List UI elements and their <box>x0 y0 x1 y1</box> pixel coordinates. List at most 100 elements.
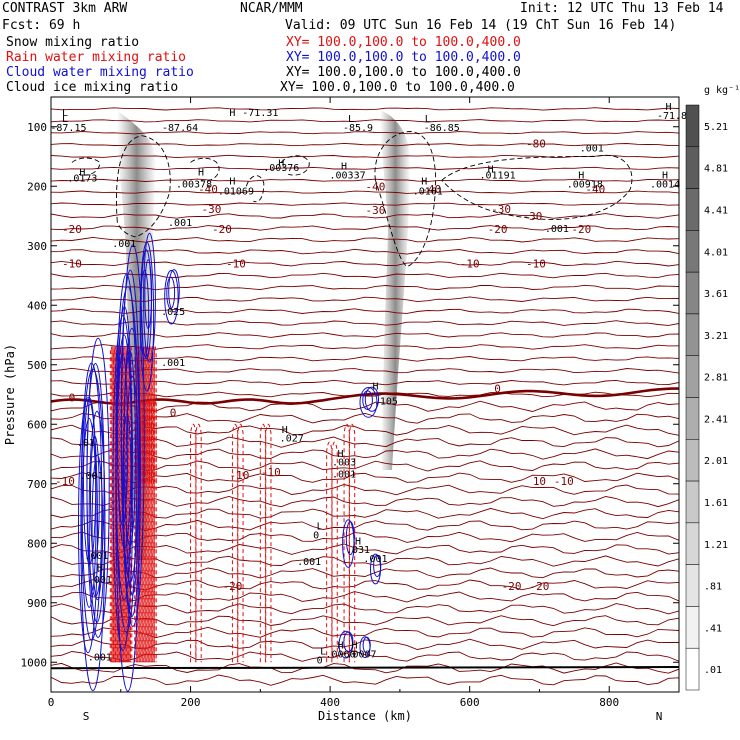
rain-contour <box>259 423 267 663</box>
colorbar-level-label: 4.01 <box>704 247 728 258</box>
colorbar-swatch <box>685 522 700 565</box>
cloud-water-contour <box>83 397 97 566</box>
extrema-label: .00378 <box>176 179 212 190</box>
cloud-ice-contour <box>374 131 437 268</box>
isotherm-line <box>51 567 679 579</box>
extrema-label: .01191 <box>480 170 516 181</box>
isotherm-0c <box>51 387 679 405</box>
isotherm-line <box>51 202 679 206</box>
y-tick-label: 900 <box>27 597 47 610</box>
isotherm-line <box>51 496 679 508</box>
rain-contour <box>122 346 126 663</box>
colorbar-level-label: 1.21 <box>704 540 728 551</box>
cloud-water-contour <box>362 636 371 654</box>
extrema-label: -71.8 <box>657 111 687 122</box>
extrema-label: H <box>341 161 347 172</box>
isotherm-line <box>51 603 679 615</box>
extrema-label: -85.9 <box>343 123 373 134</box>
y-tick-label: 300 <box>27 240 47 253</box>
isotherm-line <box>51 615 679 627</box>
rain-contour <box>195 423 202 663</box>
rain-contour <box>150 346 154 663</box>
extrema-label: .031 <box>346 545 370 556</box>
isotherm-line <box>51 638 679 650</box>
isotherm-line <box>51 166 679 171</box>
extrema-label: .00337 <box>329 170 365 181</box>
extrema-label: L <box>317 521 323 532</box>
extrema-label: .01 <box>77 438 95 449</box>
extrema-label: .01069 <box>218 186 254 197</box>
rain-contour <box>265 423 272 663</box>
rain-contour <box>139 399 144 484</box>
cloud-water-contour <box>80 362 103 641</box>
y-tick-label: 400 <box>27 299 47 312</box>
title-center: NCAR/MMM <box>240 1 303 16</box>
cloud-water-contour <box>91 454 104 601</box>
extrema-label: .001 <box>332 470 356 481</box>
extrema-label: .027 <box>280 433 304 444</box>
extrema-label: L <box>425 114 431 125</box>
valid-time: Valid: 09 UTC Sun 16 Feb 14 (19 ChT Sun … <box>285 18 677 33</box>
x-tick-label: 400 <box>320 696 340 709</box>
extrema-label: H <box>421 176 427 187</box>
extrema-label: .001 <box>168 218 192 229</box>
extrema-label: .001 <box>84 551 108 562</box>
isotherm-label: -20 <box>530 580 550 593</box>
colorbar-level-label: 4.41 <box>704 205 728 216</box>
rain-contour <box>348 423 356 663</box>
cloud-water-contour <box>90 435 100 560</box>
colorbar-swatch <box>685 313 700 356</box>
extrema-label: H <box>355 536 361 547</box>
cloud-water-contour <box>164 269 179 325</box>
cloud-ice-contour <box>245 175 265 203</box>
cloud-ice-contour <box>280 155 310 176</box>
plot-frame <box>50 96 680 693</box>
colorbar-swatch <box>685 230 700 273</box>
extrema-label: .001 <box>79 471 103 482</box>
isotherm-label: -20 <box>222 580 242 593</box>
isotherm-line <box>51 555 679 567</box>
extrema-label: .001 <box>161 358 185 369</box>
rain-contour <box>150 399 155 484</box>
isotherm-label: -10 <box>229 469 249 482</box>
isotherm-label: -40 <box>421 183 441 196</box>
extrema-label: .001 <box>545 224 569 235</box>
legend-cloud-ice-xy: XY= 100.0,100.0 to 100.0,400.0 <box>280 80 515 95</box>
legend-cloud-water-xy: XY= 100.0,100.0 to 100.0,400.0 <box>286 65 521 80</box>
isotherm-label: 0 <box>170 406 177 419</box>
extrema-label: H <box>229 108 235 119</box>
rain-contour <box>237 423 244 663</box>
isotherm-line <box>51 332 679 338</box>
cloud-water-contour <box>115 334 133 601</box>
colorbar-level-label: 2.41 <box>704 414 728 425</box>
terrain-surface <box>51 666 679 670</box>
colorbar-level-label: .41 <box>704 623 722 634</box>
isotherm-line <box>51 248 679 255</box>
x-tick-label: 200 <box>181 696 201 709</box>
x-tick-label: 800 <box>599 696 619 709</box>
isotherm-label: -20 <box>502 580 522 593</box>
colorbar-level-label: 3.21 <box>704 331 728 342</box>
isotherm-line <box>51 662 679 674</box>
isotherm-line <box>51 142 679 147</box>
colorbar-swatch <box>685 606 700 649</box>
extrema-label: .0014 <box>650 179 680 190</box>
colorbar-level-label: .01 <box>704 665 722 676</box>
isotherm-label: -30 <box>491 203 511 216</box>
isotherm-label: -20 <box>571 223 591 236</box>
extrema-label: -86.85 <box>424 123 460 134</box>
legend-rain-xy: XY= 100.0,100.0 to 100.0,400.0 <box>286 50 521 65</box>
colorbar-swatch <box>685 564 700 607</box>
isotherm-label: -80 <box>526 137 546 150</box>
extrema-label: .001 <box>112 239 136 250</box>
isotherm-line <box>51 178 679 182</box>
cloud-water-contour <box>88 410 106 623</box>
extrema-label: .0161 <box>413 186 443 197</box>
legend-snow-xy: XY= 100.0,100.0 to 100.0,400.0 <box>286 35 521 50</box>
extrema-label: .105 <box>374 396 398 407</box>
extrema-label: .001 <box>580 144 604 155</box>
isotherm-label: -40 <box>198 183 218 196</box>
extrema-label: .025 <box>161 307 185 318</box>
extrema-label: H <box>198 167 204 178</box>
cloud-water-contour <box>117 353 129 527</box>
